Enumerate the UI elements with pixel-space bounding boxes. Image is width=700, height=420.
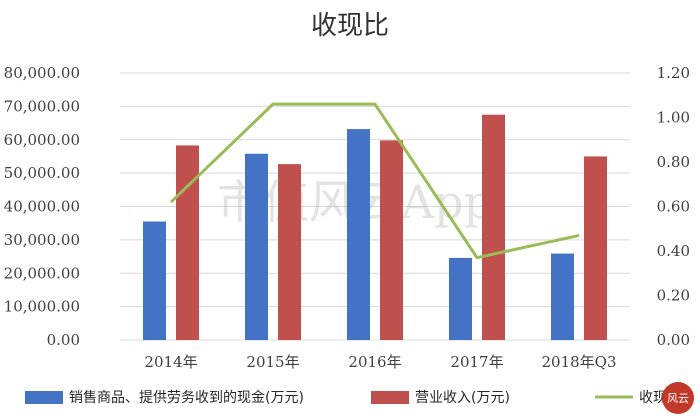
seal-text: 风云	[667, 392, 689, 405]
left-tick-label: 0.00	[47, 331, 80, 349]
x-axis-ticks: 2014年 2015年 2016年 2017年 2018年Q3	[144, 353, 616, 371]
left-tick-label: 40,000.00	[4, 198, 80, 216]
right-axis-ticks: 0.00 0.20 0.40 0.60 0.80 1.00 1.20	[657, 64, 690, 349]
legend-label: 收现	[639, 390, 667, 406]
bars	[143, 114, 607, 340]
legend-swatch	[25, 391, 63, 404]
bar	[347, 129, 370, 340]
left-axis-ticks: 0.00 10,000.00 20,000.00 30,000.00 40,000.00…	[4, 64, 80, 349]
right-tick-label: 0.20	[657, 287, 690, 305]
x-tick-label: 2017年	[450, 353, 503, 371]
left-tick-label: 30,000.00	[4, 231, 80, 249]
left-tick-label: 50,000.00	[4, 164, 80, 182]
right-tick-label: 1.00	[657, 109, 690, 127]
bar	[143, 221, 166, 340]
x-tick-label: 2016年	[348, 353, 401, 371]
bar	[380, 140, 403, 340]
right-tick-label: 0.80	[657, 153, 690, 171]
x-tick-label: 2015年	[246, 353, 299, 371]
x-tick-label: 2018年Q3	[541, 353, 616, 371]
bar	[584, 156, 607, 340]
line-series	[169, 102, 580, 260]
bar	[245, 153, 268, 340]
left-tick-label: 70,000.00	[4, 97, 80, 115]
seal-logo: 风云	[662, 382, 694, 414]
seal-circle	[662, 382, 694, 414]
bar	[176, 145, 199, 340]
right-tick-label: 0.40	[657, 242, 690, 260]
left-tick-label: 80,000.00	[4, 64, 80, 82]
bar	[449, 257, 472, 340]
right-tick-label: 0.60	[657, 198, 690, 216]
bar	[482, 114, 505, 340]
bar	[278, 164, 301, 340]
ratio-line	[169, 102, 580, 260]
legend: 销售商品、提供劳务收到的现金(万元) 营业收入(万元) 收现	[25, 390, 667, 406]
chart-title: 收现比	[311, 11, 389, 41]
legend-label: 销售商品、提供劳务收到的现金(万元)	[69, 390, 304, 406]
x-tick-label: 2014年	[144, 353, 197, 371]
left-tick-label: 60,000.00	[4, 131, 80, 149]
right-tick-label: 0.00	[657, 331, 690, 349]
bar	[551, 253, 574, 340]
left-tick-label: 10,000.00	[4, 298, 80, 316]
legend-swatch	[371, 391, 409, 404]
right-tick-label: 1.20	[657, 64, 690, 82]
legend-label: 营业收入(万元)	[415, 390, 510, 406]
gridlines	[120, 72, 630, 341]
left-tick-label: 20,000.00	[4, 264, 80, 282]
